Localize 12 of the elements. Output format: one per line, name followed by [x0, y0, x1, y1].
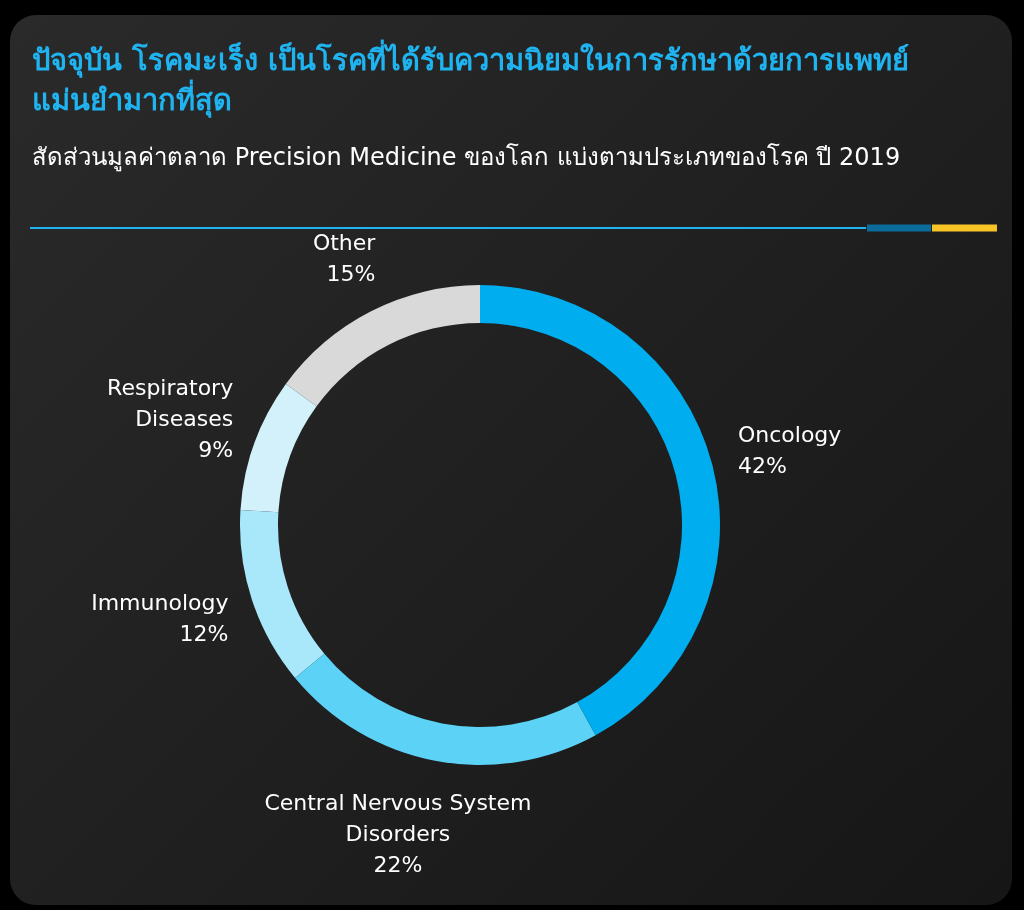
- data-label: 15%: [326, 261, 376, 287]
- slice-label: Oncology: [737, 422, 842, 448]
- slice-label: Central Nervous System Disorders: [264, 790, 532, 847]
- slice-label: Other: [312, 230, 376, 256]
- data-label: 9%: [198, 436, 234, 462]
- slice-label: Respiratory Diseases: [107, 374, 234, 431]
- slice-label: Immunology: [91, 589, 229, 615]
- chart-subtitle: สัดส่วนมูลค่าตลาด Precision Medicine ของโลก แบ่งตามประเภทของโรค ปี 2019: [32, 142, 902, 174]
- data-label: 42%: [737, 453, 787, 479]
- data-label: 12%: [179, 620, 229, 646]
- chart-title: ปัจจุบัน โรคมะเร็ง เป็นโรคที่ได้รับความนิยมในการรักษาด้วยการแพทย์แม่นยำมากที่สุด: [32, 40, 911, 120]
- data-label: 22%: [373, 852, 423, 878]
